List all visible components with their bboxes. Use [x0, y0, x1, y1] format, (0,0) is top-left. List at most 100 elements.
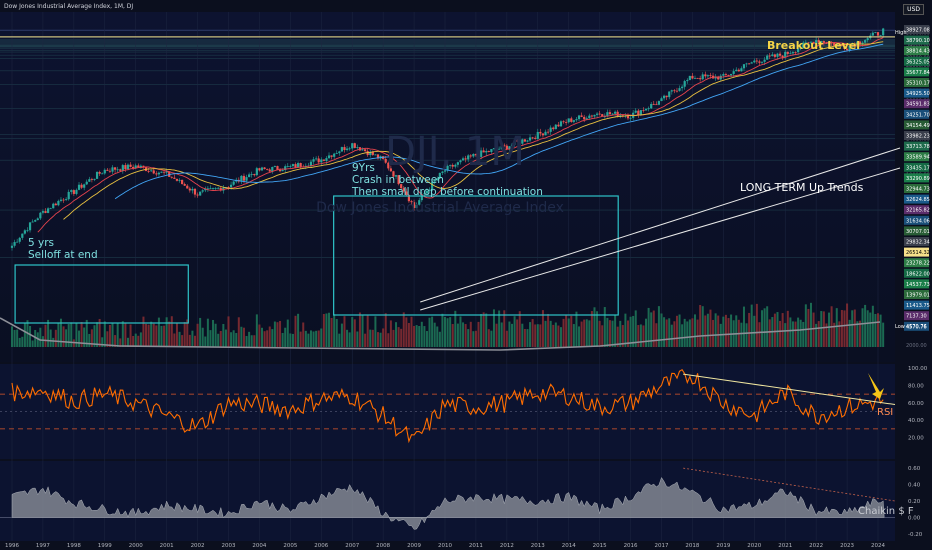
candle-body [541, 133, 545, 136]
candle-body [289, 166, 292, 167]
volume-bar [588, 320, 591, 347]
volume-bar [413, 325, 416, 347]
candle-body [763, 59, 766, 62]
volume-bar [13, 329, 16, 347]
x-tick-label: 1998 [67, 543, 81, 549]
candle-body [374, 154, 377, 156]
candle-body [809, 41, 813, 43]
candle-body [583, 116, 586, 120]
candle-body [459, 160, 462, 163]
candle-body [557, 124, 560, 127]
axes: 1996 1997 1998 1999 2000 2001 2002 2003 2004 2005… [5, 25, 930, 549]
candle-body [155, 173, 158, 175]
volume-bar [817, 321, 820, 347]
price-badge-label: 11413.75 [906, 303, 930, 309]
x-tick-label: 2000 [129, 543, 143, 549]
candle-body [364, 149, 367, 152]
price-badge-label: 30707.01 [906, 229, 930, 235]
volume-bar [735, 315, 738, 347]
candle-body [431, 181, 434, 190]
x-tick-label: 2010 [438, 543, 452, 549]
volume-bar [596, 311, 599, 347]
price-badge [904, 268, 929, 278]
candle-body [696, 77, 699, 79]
candle-body [526, 140, 529, 142]
candle-body [44, 211, 47, 213]
x-tick-label: 1997 [36, 543, 50, 549]
chaikin-area [11, 476, 885, 530]
candle-body [549, 127, 552, 132]
candle-body [670, 90, 673, 92]
candle-body [258, 168, 261, 171]
x-tick-label: 2023 [840, 543, 854, 549]
candle-body [490, 148, 493, 152]
candle-body [405, 191, 408, 195]
candle-body [830, 42, 833, 44]
volume-bar [616, 326, 619, 347]
candle-body [536, 131, 539, 139]
chaikin-label: Chaikin $ F [858, 506, 914, 517]
candle-body [376, 154, 380, 159]
volume-bar [877, 313, 879, 347]
candle-body [147, 171, 150, 172]
volume-bar [567, 318, 570, 347]
candle-body [495, 148, 498, 150]
volume-bar [531, 319, 534, 347]
candle-body [485, 151, 488, 153]
candle-body [80, 184, 83, 188]
candle-body [98, 172, 101, 174]
volume-bar [701, 306, 704, 347]
candle-body [441, 171, 444, 173]
volume-bar [650, 312, 653, 347]
candle-body [412, 202, 416, 209]
volume-bar [23, 323, 26, 347]
volume-bar [786, 310, 789, 347]
volume-bar [755, 303, 758, 347]
candle-body [523, 139, 526, 142]
price-badge-label: 32624.85 [906, 197, 930, 203]
volume-bar [665, 319, 668, 347]
candle-body [776, 53, 779, 57]
candle-body [858, 41, 862, 44]
candle-body [52, 203, 55, 209]
volume-bar [415, 325, 418, 347]
candle-body [521, 139, 524, 144]
volume-bar [106, 331, 109, 347]
volume-bar [11, 326, 13, 347]
candle-body [250, 174, 253, 175]
currency-button[interactable]: USD [903, 4, 924, 15]
volume-bar [534, 324, 537, 347]
volume-bar [322, 313, 325, 347]
volume-bar [557, 325, 560, 347]
volume-bar [315, 330, 318, 347]
volume-bar [804, 304, 807, 347]
volume-bar [722, 316, 725, 347]
volume-bar [338, 333, 341, 347]
volume-bar [320, 328, 323, 347]
volume-bar [289, 333, 292, 347]
candle-body [83, 184, 86, 188]
volume-bar [794, 321, 797, 347]
price-badge-label: 34154.49 [906, 123, 930, 129]
volume-bar [423, 326, 426, 347]
candle-body [10, 245, 14, 248]
x-tick-label: 2018 [685, 543, 699, 549]
candle-body [552, 127, 555, 130]
candle-body [160, 171, 163, 173]
candle-body [585, 118, 588, 120]
candle-body [871, 32, 874, 36]
low-value-badge: 4570.76 [906, 324, 927, 330]
volume-bar [647, 307, 650, 347]
volume-bar [317, 330, 320, 347]
candle-body [791, 52, 795, 54]
volume-bar [371, 329, 374, 347]
candle-body [469, 155, 472, 157]
volume-bar [85, 319, 88, 347]
candle-body [116, 169, 119, 171]
volume-bar [29, 325, 32, 347]
candle-body [428, 189, 431, 191]
volume-bar [111, 322, 114, 347]
volume-bar [753, 315, 756, 347]
volume-bar [340, 323, 343, 347]
